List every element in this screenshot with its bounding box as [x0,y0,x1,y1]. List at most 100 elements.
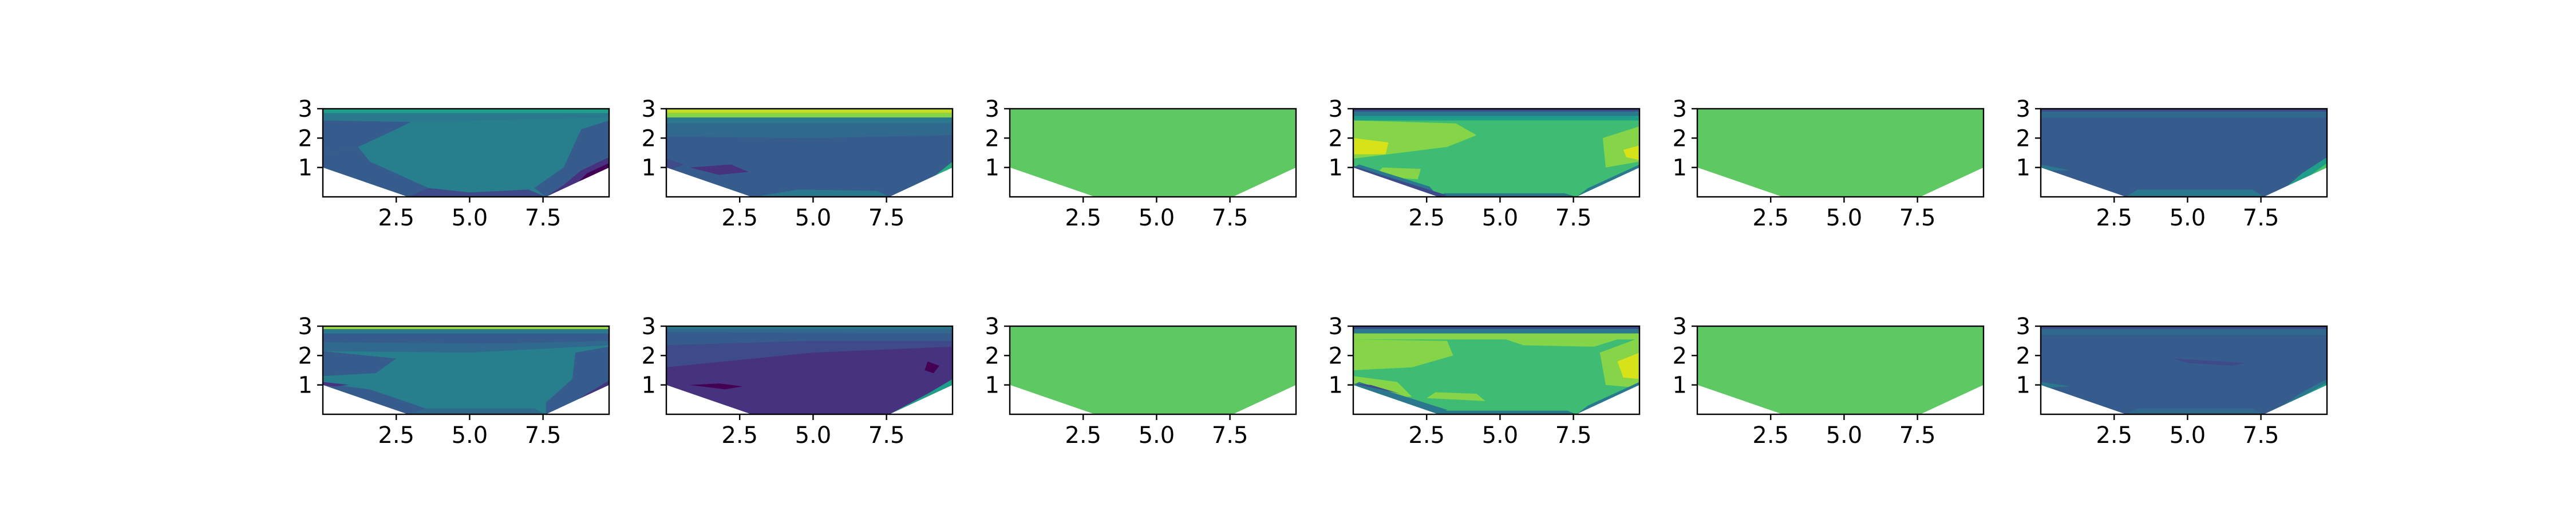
contour-fill [1697,109,1984,197]
y-tick-label: 1 [2016,373,2030,399]
contour-fill [2041,326,2327,414]
y-tick-label: 3 [1329,314,1343,340]
contour-region [2041,164,2071,171]
y-tick-label: 2 [298,343,313,369]
y-tick-label: 1 [1329,155,1343,181]
contour-region [666,123,953,138]
axes-frame [1352,325,1641,415]
x-tick-label: 7.5 [2243,422,2279,449]
subplot-r1c6: 2.5 5.0 7.5 1 2 3 [2016,96,2328,231]
contour-region [323,161,429,197]
axes-frame [1352,108,1641,198]
axes-frame [322,325,610,415]
contour-region [924,361,939,374]
subplot-grid: 2.5 5.0 7.5 1 2 3 2.5 5.0 7.5 1 2 3 2.5 5.0 7.5 1 2 3 2.5 5… [298,96,2328,449]
contour-region [666,340,953,367]
x-tick-label: 7.5 [525,205,562,231]
x-tick-label: 2.5 [1752,205,1789,231]
axes-frame [2040,108,2328,198]
x-tick-label: 7.5 [868,205,905,231]
contour-base-region [1010,326,1296,414]
subplot-r2c1: 2.5 5.0 7.5 1 2 3 [298,314,610,449]
y-tick-label: 1 [642,155,656,181]
y-tick-label: 3 [298,314,313,340]
y-tick-label: 1 [642,373,656,399]
y-tick-label: 3 [985,96,999,122]
contour-region [2041,329,2327,335]
y-tick-label: 2 [2016,343,2030,369]
contour-region [546,157,609,197]
y-tick-label: 2 [642,125,656,152]
contour-region [323,109,609,113]
x-tick-label: 2.5 [378,205,414,231]
x-tick-label: 2.5 [2096,205,2132,231]
y-tick-label: 3 [1673,96,1687,122]
contour-fill [1353,326,1639,414]
contour-region [323,146,370,168]
contour-region [2041,112,2327,118]
x-tick-label: 2.5 [1752,422,1789,449]
axes-frame [1009,108,1297,198]
axes-frame [1009,325,1297,415]
contour-fill [666,109,953,197]
subplot-r2c6: 2.5 5.0 7.5 1 2 3 [2016,314,2328,449]
y-tick-label: 2 [642,343,656,369]
contour-region [690,164,749,175]
contour-region [323,333,609,344]
y-tick-label: 2 [298,125,313,152]
contour-region [323,113,609,122]
contour-region [690,383,743,390]
x-tick-label: 2.5 [1408,422,1445,449]
x-tick-label: 5.0 [1826,205,1863,231]
contour-region [2041,382,2071,388]
y-tick-label: 1 [1329,373,1343,399]
x-tick-label: 5.0 [2170,422,2206,449]
x-tick-label: 5.0 [1139,422,1175,449]
contour-region [666,113,953,118]
x-tick-label: 5.0 [1482,205,1519,231]
y-tick-label: 1 [298,155,313,181]
contour-region [1353,112,1639,116]
y-tick-label: 2 [1329,125,1343,152]
y-tick-label: 3 [642,314,656,340]
x-tick-label: 2.5 [2096,422,2132,449]
x-tick-label: 5.0 [452,205,488,231]
contour-region [666,159,684,169]
y-tick-label: 3 [298,96,313,122]
contour-fill [1353,109,1639,197]
contour-region [1353,109,1639,112]
contour-region [1353,138,1389,154]
contour-region [323,120,411,153]
y-tick-label: 3 [1329,96,1343,122]
x-tick-label: 2.5 [1065,422,1101,449]
contour-region [323,351,397,377]
y-tick-label: 2 [1673,125,1687,152]
y-tick-label: 2 [985,125,999,152]
contour-region [2041,326,2327,330]
contour-region [323,383,426,414]
y-tick-label: 2 [2016,125,2030,152]
axes-frame [2040,325,2328,415]
subplot-r2c4: 2.5 5.0 7.5 1 2 3 [1329,314,1641,449]
contour-region [323,326,609,330]
contour-fill [2041,109,2327,197]
contour-region [2172,358,2246,366]
y-tick-label: 1 [1673,155,1687,181]
y-tick-label: 3 [1673,314,1687,340]
contour-fill [1010,109,1296,197]
y-tick-label: 1 [1673,373,1687,399]
x-tick-label: 2.5 [1408,205,1445,231]
axes-frame [322,108,610,198]
y-tick-label: 3 [642,96,656,122]
contour-base-region [1010,109,1296,197]
contour-region [1353,383,1401,394]
contour-region [323,329,609,334]
contour-region [666,346,953,414]
axes-frame [665,108,954,198]
contour-region [1353,382,1448,414]
y-tick-label: 1 [985,155,999,181]
y-tick-label: 3 [2016,314,2030,340]
subplot-r2c2: 2.5 5.0 7.5 1 2 3 [642,314,954,449]
